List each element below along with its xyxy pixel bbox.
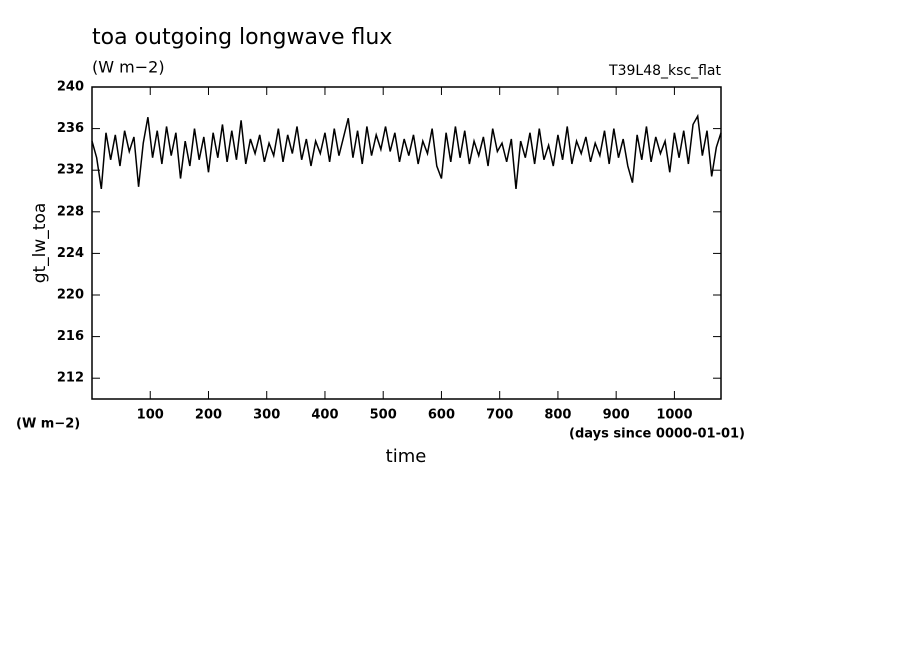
x-tick-label: 500 — [370, 408, 397, 423]
x-tick-label: 1000 — [656, 408, 692, 423]
x-tick-label: 200 — [195, 408, 222, 423]
x-axis-label: time — [386, 446, 427, 467]
x-tick-label: 400 — [311, 408, 338, 423]
annotation: T39L48_ksc_flat — [608, 63, 721, 79]
y-tick-label: 220 — [57, 288, 84, 303]
data-line — [91, 113, 722, 190]
x-tick-label: 600 — [428, 408, 455, 423]
x-tick-label: 900 — [603, 408, 630, 423]
y-tick-label: 236 — [57, 121, 84, 136]
x-tick-label: 100 — [137, 408, 164, 423]
y-tick-label: 224 — [57, 246, 84, 261]
y-axis-label: gt_lw_toa — [30, 203, 50, 284]
plot-frame — [91, 86, 722, 400]
chart-subtitle: (W m−2) — [92, 58, 165, 77]
y-tick-label: 232 — [57, 163, 84, 178]
y-tick-label: 240 — [57, 80, 84, 95]
chart-title: toa outgoing longwave flux — [92, 25, 392, 50]
y-tick-label: 228 — [57, 204, 84, 219]
x-unit: (days since 0000-01-01) — [569, 427, 745, 442]
y-unit: (W m−2) — [16, 417, 80, 432]
x-tick-label: 700 — [486, 408, 513, 423]
x-tick-label: 800 — [544, 408, 571, 423]
y-tick-label: 212 — [57, 371, 84, 386]
y-tick-label: 216 — [57, 329, 84, 344]
x-tick-label: 300 — [253, 408, 280, 423]
